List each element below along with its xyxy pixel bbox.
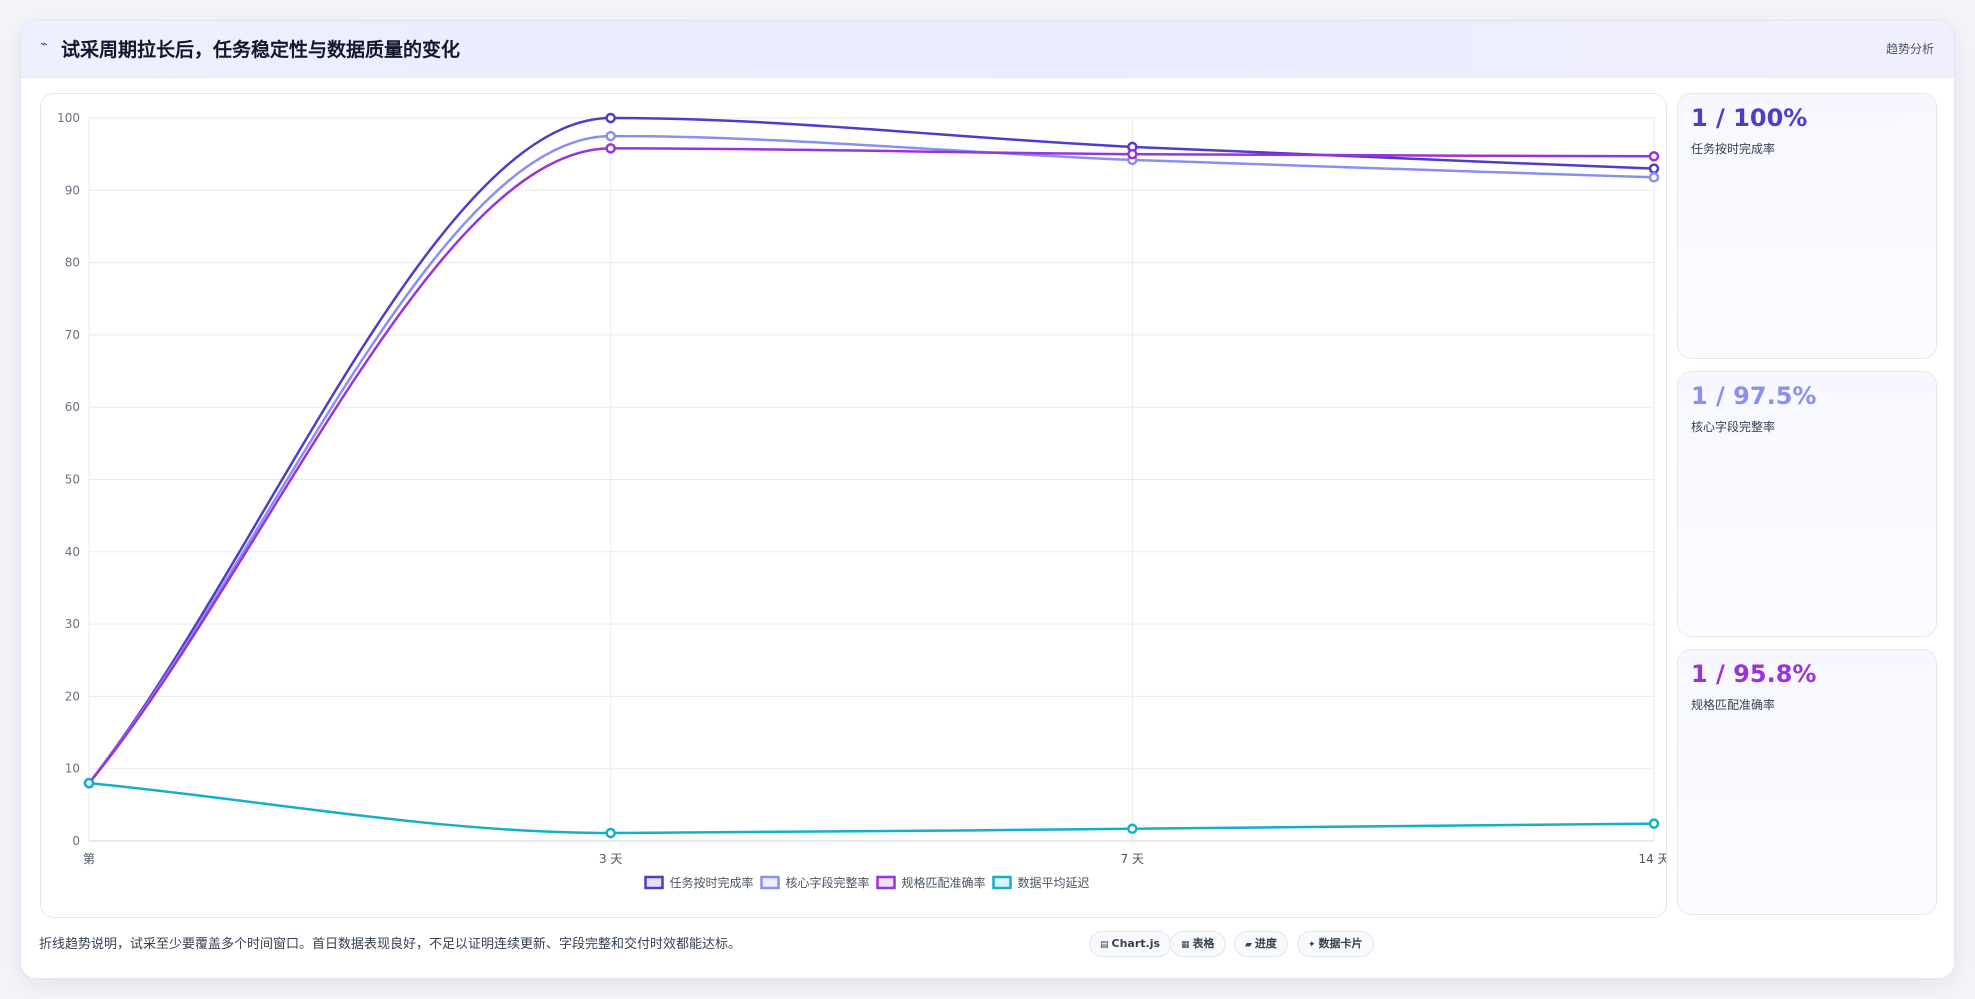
data-point	[1127, 823, 1138, 834]
kpi-card-field-completeness: 1 / 97.5% 核心字段完整率	[1677, 371, 1937, 637]
legend-swatch	[876, 875, 896, 890]
chip-label: Chart.js	[1111, 937, 1161, 950]
sparkle-icon: ✦	[1308, 940, 1316, 950]
y-tick-label: 10	[65, 762, 80, 776]
plot-panel: 0 10 20 30 40 50 60 70 80 90 100 第 3 天 7 天 14 天任务按时完成率…	[40, 93, 1667, 918]
chip-chartjs[interactable]: ▤ Chart.js	[1089, 931, 1172, 957]
x-tick-label: 第	[83, 852, 95, 866]
legend-label: 核心字段完整率	[786, 875, 870, 890]
x-tick-label: 7 天	[1121, 852, 1144, 866]
legend-swatch	[760, 875, 780, 890]
legend-label: 规格匹配准确率	[902, 875, 986, 890]
y-tick-label: 80	[65, 256, 80, 270]
x-tick-label: 3 天	[599, 852, 622, 866]
legend-label: 数据平均延迟	[1018, 875, 1090, 890]
data-point	[1648, 151, 1660, 162]
chip-progress[interactable]: ▰ 进度	[1234, 931, 1288, 957]
footer-note: 折线趋势说明，试采至少要覆盖多个时间窗口。首日数据表现良好，不足以证明连续更新、…	[39, 937, 742, 952]
chip-label: 数据卡片	[1318, 937, 1363, 950]
series-line-3	[88, 781, 1655, 835]
legend-swatch	[992, 875, 1012, 890]
data-point	[1648, 818, 1660, 829]
chip-label: 表格	[1192, 937, 1215, 950]
kpi-label: 规格匹配准确率	[1691, 698, 1776, 712]
kpi-label: 任务按时完成率	[1691, 142, 1776, 156]
chip-data-cards[interactable]: ✦ 数据卡片	[1297, 931, 1374, 957]
data-point	[605, 827, 616, 839]
y-tick-label: 50	[65, 473, 80, 487]
chart-card: ⌁ 试采周期拉长后，任务稳定性与数据质量的变化 趋势分析 0 10 20 30 40 50…	[20, 20, 1955, 979]
data-point	[605, 130, 616, 142]
kpi-card-on-time: 1 / 100% 任务按时完成率	[1677, 93, 1937, 359]
y-tick-label: 60	[65, 400, 80, 414]
y-tick-label: 0	[72, 834, 80, 848]
data-point	[1648, 163, 1660, 174]
x-tick-label: 14 天	[1638, 852, 1666, 866]
legend-swatch	[644, 875, 664, 890]
data-point	[605, 112, 616, 124]
trend-icon: ⌁	[40, 37, 48, 52]
table-icon: ▦	[1181, 940, 1190, 950]
y-tick-label: 20	[65, 689, 80, 703]
chart-icon: ▤	[1100, 940, 1109, 950]
trend-analysis-tag: 趋势分析	[1885, 42, 1934, 56]
series-line-1	[88, 134, 1655, 784]
y-tick-label: 70	[65, 328, 80, 342]
chip-table[interactable]: ▦ 表格	[1170, 931, 1226, 957]
y-tick-label: 90	[65, 183, 80, 197]
y-tick-label: 30	[65, 617, 80, 631]
progress-icon: ▰	[1245, 940, 1252, 950]
kpi-label: 核心字段完整率	[1691, 420, 1776, 434]
series-line-2	[88, 147, 1655, 784]
y-tick-label: 100	[57, 111, 80, 125]
chip-label: 进度	[1254, 937, 1277, 950]
y-tick-label: 40	[65, 545, 80, 559]
data-point	[1648, 172, 1660, 183]
page-title: 试采周期拉长后，任务稳定性与数据质量的变化	[61, 39, 461, 61]
data-point	[605, 143, 616, 154]
data-point	[1127, 148, 1138, 160]
legend-label: 任务按时完成率	[670, 875, 754, 890]
kpi-value: 1 / 95.8%	[1691, 660, 1817, 688]
kpi-value: 1 / 100%	[1691, 104, 1808, 132]
data-point	[83, 777, 95, 789]
card-header: ⌁ 试采周期拉长后，任务稳定性与数据质量的变化 趋势分析	[21, 21, 1954, 78]
series-line-0	[88, 116, 1655, 784]
line-chart: 0 10 20 30 40 50 60 70 80 90 100 第 3 天 7 天 14 天任务按时完成率…	[57, 111, 1666, 890]
kpi-value: 1 / 97.5%	[1691, 382, 1817, 410]
kpi-card-spec-accuracy: 1 / 95.8% 规格匹配准确率	[1677, 649, 1937, 915]
